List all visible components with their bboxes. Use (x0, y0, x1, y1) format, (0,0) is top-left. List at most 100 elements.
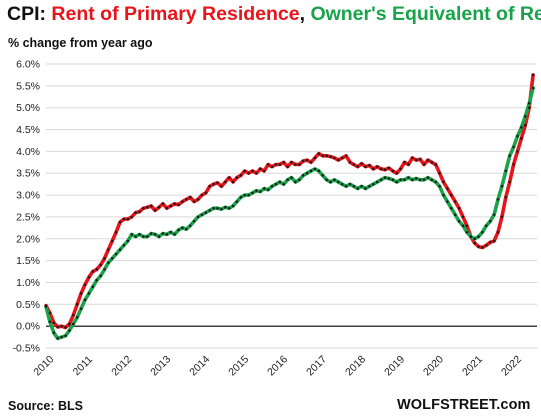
oer-data-point (107, 261, 110, 265)
rent-data-point (360, 162, 363, 165)
oer-data-point (508, 154, 511, 158)
rent-data-point (204, 191, 208, 195)
oer-data-point (188, 224, 192, 227)
oer-data-point (461, 224, 465, 227)
rent-data-point (520, 137, 523, 140)
y-tick-label: 3.5% (16, 168, 40, 180)
rent-data-point (208, 185, 211, 188)
oer-data-point (95, 279, 98, 282)
rent-data-point (270, 165, 274, 168)
rent-data-point (442, 180, 445, 184)
rent-data-point (527, 106, 531, 109)
rent-data-point (103, 257, 106, 260)
oer-data-point (262, 187, 266, 190)
rent-data-point (72, 313, 75, 317)
oer-data-point (422, 178, 426, 182)
y-tick-label: 1.0% (16, 277, 40, 289)
oer-data-point (142, 235, 145, 238)
oer-data-point (492, 213, 496, 216)
rent-data-point (177, 203, 180, 206)
oer-data-point (430, 178, 434, 182)
oer-data-point (259, 190, 262, 193)
oer-data-point (290, 176, 293, 179)
rent-data-point (368, 164, 371, 167)
y-tick-label: 0.0% (16, 321, 40, 333)
rent-data-point (282, 161, 285, 164)
rent-data-point (411, 156, 414, 160)
oer-data-point (114, 252, 118, 256)
rent-data-point (157, 206, 161, 209)
rent-data-point (309, 161, 313, 164)
oer-data-point (298, 178, 301, 182)
oer-data-point (52, 331, 56, 334)
oer-data-point (122, 244, 126, 247)
oer-data-point (247, 193, 250, 197)
x-tick-label: 2019 (382, 353, 407, 378)
y-tick-label: 2.5% (16, 211, 40, 223)
oer-data-point (212, 206, 215, 210)
oer-data-point (173, 233, 176, 236)
oer-data-point (282, 182, 285, 186)
rent-data-point (220, 185, 223, 188)
rent-data-point (216, 181, 219, 185)
title-series-rent: Rent of Primary Residence (51, 3, 300, 25)
rent-data-point (383, 168, 387, 171)
rent-data-point (301, 159, 305, 163)
rent-data-point (114, 230, 118, 234)
oer-data-point (434, 180, 437, 184)
rent-data-point (196, 198, 200, 201)
rent-data-point (247, 171, 250, 175)
rent-series-line (44, 73, 535, 330)
oer-data-point (64, 334, 67, 338)
oer-data-point (239, 196, 243, 199)
rent-data-point (185, 198, 188, 201)
x-tick-label: 2011 (71, 354, 96, 379)
oer-data-point (91, 285, 95, 289)
oer-data-point (313, 167, 317, 171)
rent-data-point (298, 163, 301, 166)
rent-data-point (235, 176, 239, 179)
rent-data-point (500, 215, 504, 219)
oer-data-point (372, 182, 375, 186)
rent-data-point (317, 152, 321, 155)
oer-data-point (368, 185, 371, 188)
rent-data-point (259, 167, 262, 171)
oer-data-point (333, 178, 336, 182)
rent-data-point (524, 123, 527, 127)
oer-data-point (118, 248, 122, 251)
rent-data-point (477, 245, 480, 248)
oer-data-point (446, 200, 449, 203)
title-prefix: CPI: (7, 3, 52, 25)
rent-data-point (173, 202, 176, 206)
oer-data-point (251, 191, 254, 195)
rent-data-point (461, 215, 465, 219)
oer-data-point (161, 232, 165, 235)
oer-data-point (531, 86, 535, 90)
oer-data-point (181, 226, 184, 230)
rent-data-point (344, 154, 348, 158)
rent-data-point (60, 324, 63, 328)
rent-data-point (290, 161, 293, 164)
oer-data-point (516, 134, 519, 138)
oer-data-point (266, 188, 270, 192)
rent-data-point (64, 326, 67, 329)
rent-data-point (126, 217, 130, 221)
rent-data-point (485, 244, 488, 247)
oer-data-point (110, 257, 114, 260)
oer-data-point (134, 235, 137, 238)
rent-data-point (531, 73, 535, 77)
rent-data-point (192, 200, 196, 203)
oer-data-point (414, 177, 418, 180)
oer-data-point (403, 178, 406, 182)
rent-data-point (407, 163, 410, 166)
oer-data-point (196, 215, 200, 219)
rent-data-point (321, 154, 324, 158)
oer-data-point (177, 228, 180, 232)
rent-data-point (122, 217, 126, 221)
rent-data-point (508, 180, 511, 184)
oer-data-point (204, 211, 208, 214)
rent-data-point (481, 246, 484, 249)
rent-data-point (414, 158, 418, 162)
x-tick-label: 2020 (421, 353, 446, 378)
